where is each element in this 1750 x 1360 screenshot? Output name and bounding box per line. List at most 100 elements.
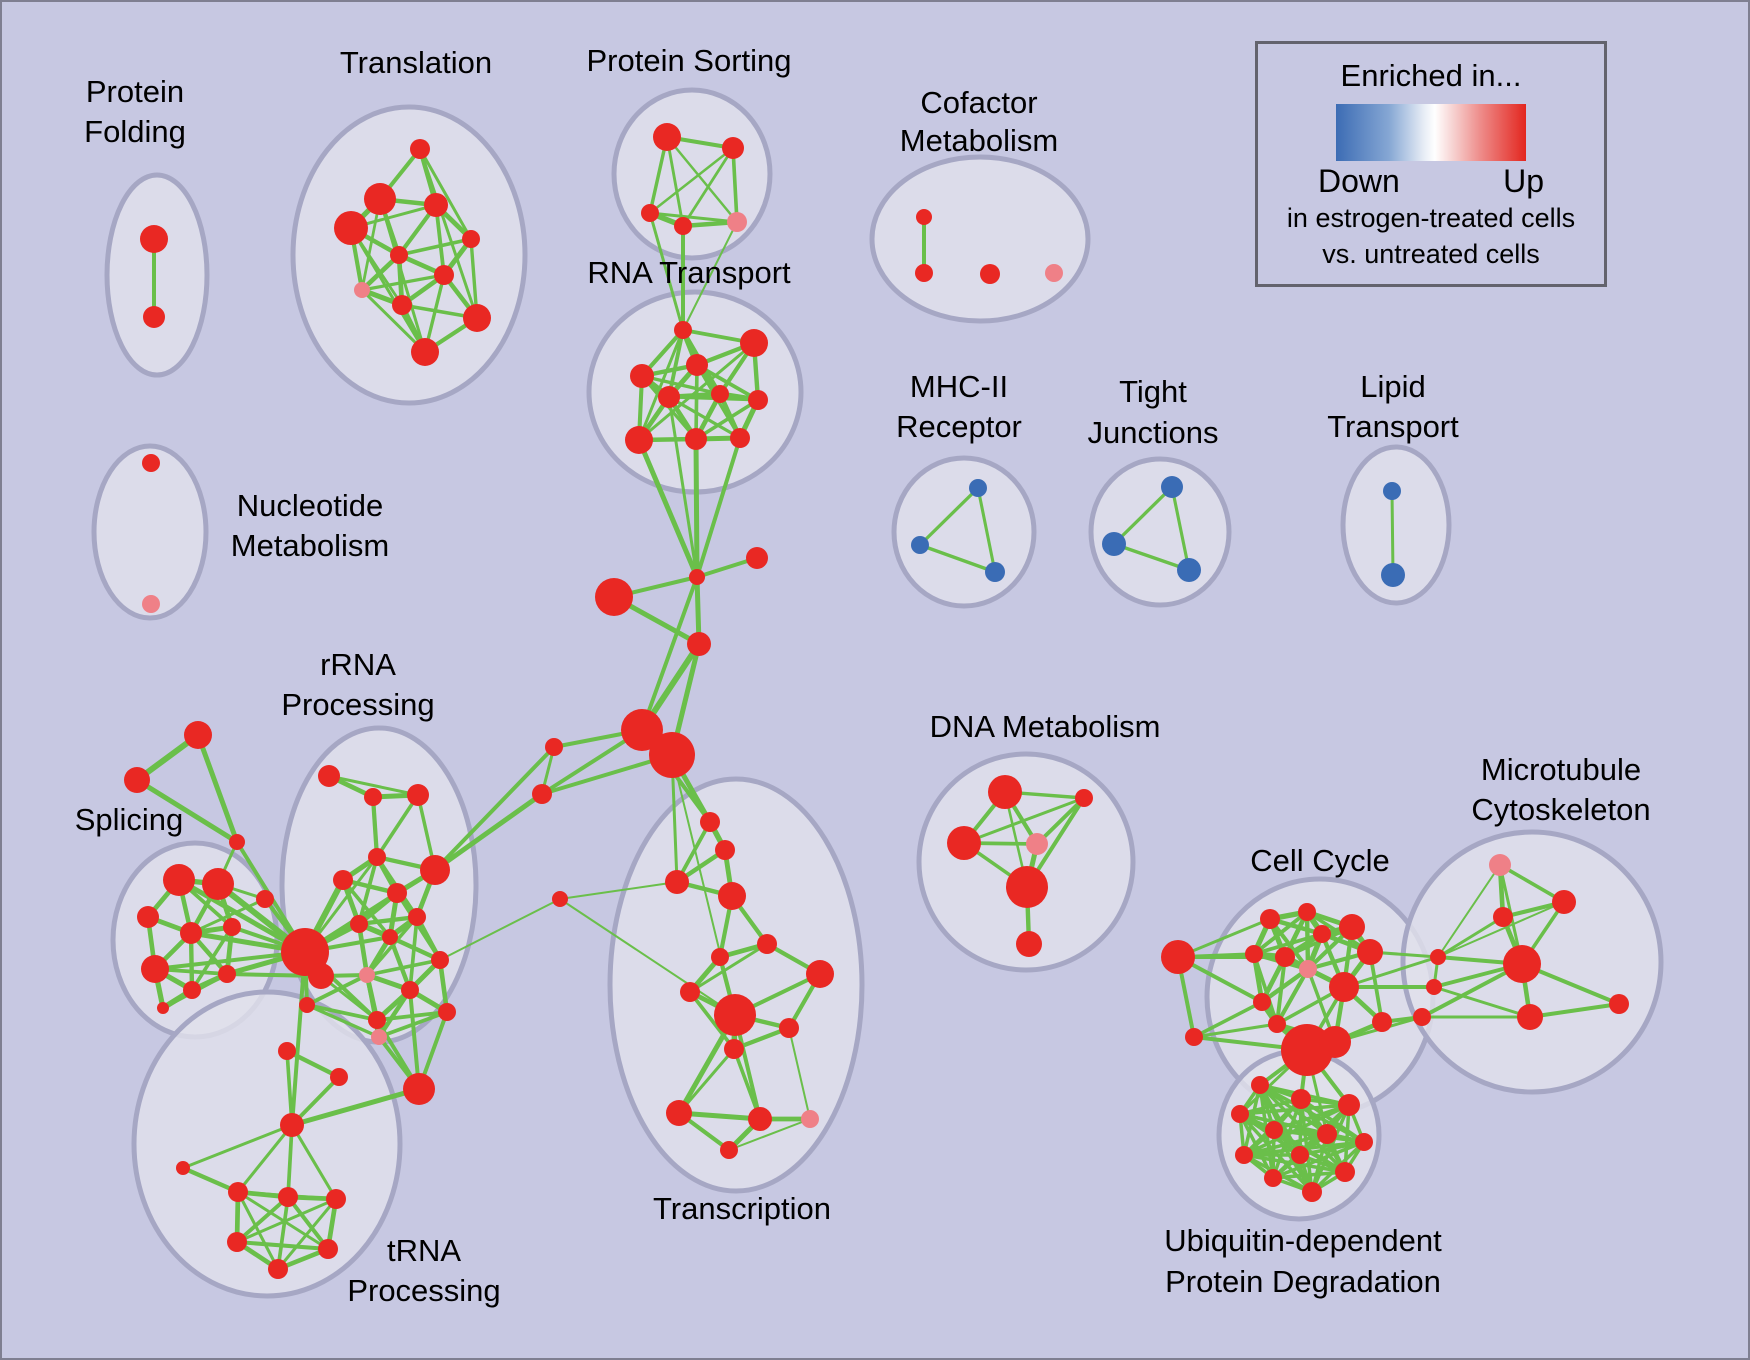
- node-rt7[interactable]: [748, 390, 768, 410]
- node-r2[interactable]: [364, 788, 382, 806]
- node-k3[interactable]: [552, 891, 568, 907]
- node-ps1[interactable]: [653, 123, 681, 151]
- node-tn8[interactable]: [227, 1232, 247, 1252]
- node-b1[interactable]: [1430, 949, 1446, 965]
- node-tr11[interactable]: [724, 1039, 744, 1059]
- node-s4[interactable]: [180, 922, 202, 944]
- node-tr8[interactable]: [806, 960, 834, 988]
- node-tn3[interactable]: [330, 1068, 348, 1086]
- node-t8[interactable]: [354, 282, 370, 298]
- node-rt5[interactable]: [658, 386, 680, 408]
- node-t7[interactable]: [434, 265, 454, 285]
- node-rt8[interactable]: [625, 426, 653, 454]
- node-tn7[interactable]: [326, 1189, 346, 1209]
- node-b2[interactable]: [1426, 979, 1442, 995]
- node-m2[interactable]: [911, 536, 929, 554]
- node-rt3[interactable]: [686, 354, 708, 376]
- node-cc2[interactable]: [1260, 909, 1280, 929]
- node-tn1[interactable]: [280, 1113, 304, 1137]
- node-u9[interactable]: [1291, 1146, 1309, 1164]
- node-rt2[interactable]: [740, 329, 768, 357]
- node-u11[interactable]: [1335, 1162, 1355, 1182]
- node-s8[interactable]: [218, 965, 236, 983]
- node-t3[interactable]: [424, 193, 448, 217]
- node-n2[interactable]: [142, 595, 160, 613]
- node-r10[interactable]: [382, 929, 398, 945]
- node-tn10[interactable]: [268, 1259, 288, 1279]
- node-r1[interactable]: [318, 765, 340, 787]
- node-tr9[interactable]: [714, 994, 756, 1036]
- node-s3[interactable]: [137, 906, 159, 928]
- node-r15[interactable]: [371, 1029, 387, 1045]
- node-c1b[interactable]: [308, 963, 334, 989]
- node-x1[interactable]: [184, 721, 212, 749]
- node-r5[interactable]: [333, 870, 353, 890]
- node-u2[interactable]: [1291, 1089, 1311, 1109]
- node-tr14[interactable]: [801, 1110, 819, 1128]
- node-mt3[interactable]: [1493, 907, 1513, 927]
- node-rt9[interactable]: [685, 428, 707, 450]
- node-h1[interactable]: [621, 709, 663, 751]
- node-cc1[interactable]: [1161, 940, 1195, 974]
- node-tr13[interactable]: [748, 1107, 772, 1131]
- node-x3[interactable]: [229, 834, 245, 850]
- node-l2[interactable]: [1381, 563, 1405, 587]
- node-d4[interactable]: [1026, 833, 1048, 855]
- node-cc9[interactable]: [1299, 960, 1317, 978]
- node-u12[interactable]: [1302, 1182, 1322, 1202]
- node-cc15[interactable]: [1372, 1012, 1392, 1032]
- node-r14[interactable]: [438, 1003, 456, 1021]
- node-cm1[interactable]: [916, 209, 932, 225]
- node-d3[interactable]: [947, 826, 981, 860]
- node-s7[interactable]: [183, 981, 201, 999]
- node-t10[interactable]: [463, 304, 491, 332]
- node-r4[interactable]: [368, 848, 386, 866]
- node-r16[interactable]: [403, 1073, 435, 1105]
- node-tn6[interactable]: [278, 1187, 298, 1207]
- node-r3[interactable]: [407, 784, 429, 806]
- node-mt2[interactable]: [1552, 890, 1576, 914]
- node-h2[interactable]: [649, 732, 695, 778]
- node-u6[interactable]: [1317, 1124, 1337, 1144]
- node-t9[interactable]: [392, 295, 412, 315]
- node-j1[interactable]: [689, 569, 705, 585]
- node-cc12[interactable]: [1268, 1015, 1286, 1033]
- node-j2[interactable]: [746, 547, 768, 569]
- node-cc7[interactable]: [1275, 947, 1295, 967]
- node-tj1[interactable]: [1161, 476, 1183, 498]
- node-u8[interactable]: [1235, 1146, 1253, 1164]
- node-tr1[interactable]: [700, 812, 720, 832]
- node-s9[interactable]: [157, 1002, 169, 1014]
- node-rt4[interactable]: [630, 364, 654, 388]
- node-r18[interactable]: [299, 997, 315, 1013]
- node-cc8[interactable]: [1357, 939, 1383, 965]
- node-tr10[interactable]: [779, 1018, 799, 1038]
- node-t6[interactable]: [390, 246, 408, 264]
- node-tr3[interactable]: [665, 870, 689, 894]
- node-r12[interactable]: [401, 981, 419, 999]
- node-ps2[interactable]: [722, 137, 744, 159]
- node-x2[interactable]: [124, 767, 150, 793]
- node-tr2[interactable]: [715, 840, 735, 860]
- node-tr12[interactable]: [666, 1100, 692, 1126]
- node-u3[interactable]: [1231, 1105, 1249, 1123]
- node-u5[interactable]: [1265, 1121, 1283, 1139]
- node-pf2[interactable]: [143, 306, 165, 328]
- node-cc3[interactable]: [1298, 903, 1316, 921]
- node-tn2[interactable]: [278, 1042, 296, 1060]
- node-b3[interactable]: [1413, 1008, 1431, 1026]
- node-cc11[interactable]: [1253, 993, 1271, 1011]
- node-t11[interactable]: [411, 338, 439, 366]
- node-t2[interactable]: [364, 183, 396, 215]
- node-u7[interactable]: [1355, 1133, 1373, 1151]
- node-t4[interactable]: [462, 230, 480, 248]
- node-r8[interactable]: [408, 908, 426, 926]
- node-tj3[interactable]: [1177, 558, 1201, 582]
- node-k1[interactable]: [545, 738, 563, 756]
- node-ps5[interactable]: [727, 212, 747, 232]
- node-u10[interactable]: [1264, 1169, 1282, 1187]
- node-tr6[interactable]: [711, 948, 729, 966]
- node-ps4[interactable]: [674, 217, 692, 235]
- node-k2[interactable]: [532, 784, 552, 804]
- node-t5[interactable]: [334, 211, 368, 245]
